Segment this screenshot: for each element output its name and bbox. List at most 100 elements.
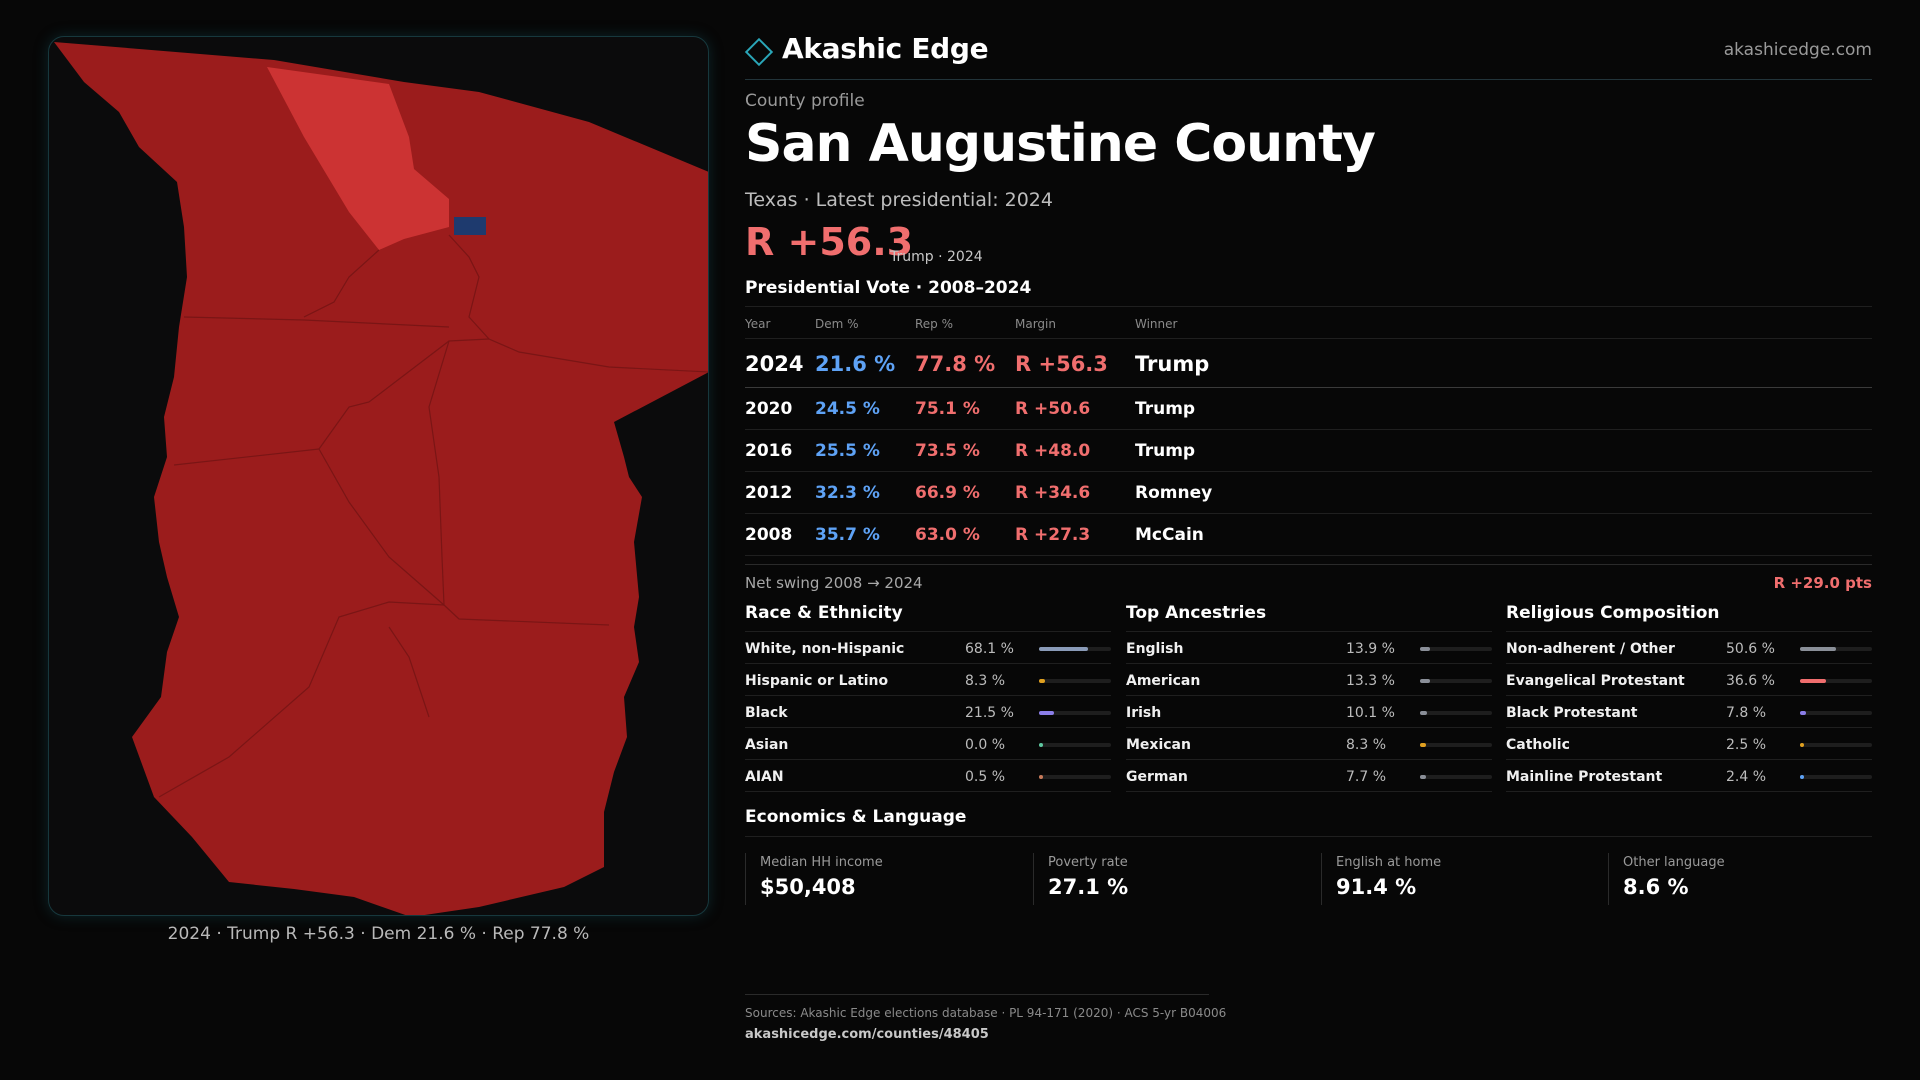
row-rep: 66.9 % [915,483,980,503]
item-label: AIAN [745,769,784,785]
site-link[interactable]: akashicedge.com [1723,40,1872,60]
bar-track [1420,647,1492,651]
item-label: Mainline Protestant [1506,769,1663,785]
item-label: German [1126,769,1188,785]
county-shape[interactable] [54,42,709,916]
county-subregion[interactable] [267,67,449,250]
bar-fill [1420,679,1430,683]
header-margin: Margin [1015,317,1056,331]
bar-track [1039,647,1111,651]
religion-section: Religious Composition Non-adherent / Oth… [1506,600,1872,792]
bar-fill [1039,679,1045,683]
item-label: Non-adherent / Other [1506,641,1675,657]
table-row[interactable]: 2008 35.7 % 63.0 % R +27.3 McCain [745,514,1872,556]
stat-value: 91.4 % [1336,875,1417,899]
row-rep: 63.0 % [915,525,980,545]
bar-track [1039,743,1111,747]
table-row[interactable]: 2024 21.6 % 77.8 % R +56.3 Trump [745,339,1872,388]
item-label: Hispanic or Latino [745,673,889,689]
bar-fill [1800,711,1806,715]
stat-label: English at home [1336,855,1442,870]
bar-track [1800,647,1872,651]
stat-value: $50,408 [760,875,856,899]
precinct-boundaries [158,234,708,798]
table-row[interactable]: 2020 24.5 % 75.1 % R +50.6 Trump [745,388,1872,430]
row-dem: 21.6 % [815,352,896,376]
table-row[interactable]: 2016 25.5 % 73.5 % R +48.0 Trump [745,430,1872,472]
list-item: Non-adherent / Other 50.6 % [1506,632,1872,664]
list-item: AIAN 0.5 % [745,760,1111,792]
section-title: Top Ancestries [1126,600,1492,632]
item-label: American [1126,673,1201,689]
state-name: Texas [745,189,798,211]
stat-card: English at home 91.4 % [1321,853,1601,905]
bar-track [1039,679,1111,683]
list-item: Asian 0.0 % [745,728,1111,760]
item-value: 7.7 % [1346,769,1387,785]
economics-title: Economics & Language [745,807,967,827]
list-item: Irish 10.1 % [1126,696,1492,728]
stat-value: 8.6 % [1623,875,1689,899]
item-value: 13.3 % [1346,673,1395,689]
dem-precinct-marker[interactable] [454,217,486,235]
county-profile: Akashic Edge akashicedge.com County prof… [744,0,1872,1080]
bar-fill [1800,743,1804,747]
footer-sources: Sources: Akashic Edge elections database… [745,1006,1227,1020]
list-item: Black 21.5 % [745,696,1111,728]
row-dem: 35.7 % [815,525,880,545]
row-dem: 32.3 % [815,483,880,503]
bar-track [1800,743,1872,747]
row-winner: Trump [1135,441,1196,461]
row-winner: McCain [1135,525,1204,545]
divider [745,836,1872,837]
item-value: 50.6 % [1726,641,1775,657]
vote-table-title: Presidential Vote · 2008–2024 [745,278,1032,298]
bar-track [1420,775,1492,779]
vote-table: Year Dem % Rep % Margin Winner 2024 21.6… [745,306,1872,556]
row-year: 2020 [745,399,793,419]
bar-track [1039,711,1111,715]
row-winner: Trump [1135,352,1210,376]
list-item: English 13.9 % [1126,632,1492,664]
bar-track [1039,775,1111,779]
row-margin: R +50.6 [1015,399,1091,419]
item-value: 36.6 % [1726,673,1775,689]
item-value: 0.5 % [965,769,1006,785]
ancestries-section: Top Ancestries English 13.9 % American 1… [1126,600,1492,792]
list-item: American 13.3 % [1126,664,1492,696]
list-item: Black Protestant 7.8 % [1506,696,1872,728]
row-winner: Trump [1135,399,1196,419]
bar-track [1420,711,1492,715]
item-label: Mexican [1126,737,1191,753]
bar-fill [1420,743,1426,747]
map-caption: 2024 · Trump R +56.3 · Dem 21.6 % · Rep … [167,924,590,944]
row-winner: Romney [1135,483,1213,503]
bar-fill [1420,647,1430,651]
stat-card: Median HH income $50,408 [745,853,1025,905]
section-title: Race & Ethnicity [745,600,1111,632]
brand-name[interactable]: Akashic Edge [782,32,989,65]
stat-card: Other language 8.6 % [1608,853,1888,905]
stat-label: Median HH income [760,855,883,870]
row-rep: 73.5 % [915,441,980,461]
bar-fill [1039,775,1043,779]
bar-track [1800,711,1872,715]
footer-url[interactable]: akashicedge.com/counties/48405 [745,1027,989,1042]
item-value: 68.1 % [965,641,1014,657]
table-row[interactable]: 2012 32.3 % 66.9 % R +34.6 Romney [745,472,1872,514]
bar-fill [1039,647,1089,651]
item-value: 10.1 % [1346,705,1395,721]
row-margin: R +48.0 [1015,441,1091,461]
page-title: San Augustine County [745,114,1376,174]
header-winner: Winner [1135,317,1178,331]
item-label: Black Protestant [1506,705,1638,721]
header: Akashic Edge akashicedge.com [744,30,1872,80]
row-year: 2024 [745,352,804,376]
row-margin: R +27.3 [1015,525,1091,545]
item-label: Evangelical Protestant [1506,673,1685,689]
bar-track [1800,679,1872,683]
row-rep: 75.1 % [915,399,980,419]
swing-value: R +29.0 pts [1773,574,1872,592]
list-item: Catholic 2.5 % [1506,728,1872,760]
row-year: 2016 [745,441,793,461]
